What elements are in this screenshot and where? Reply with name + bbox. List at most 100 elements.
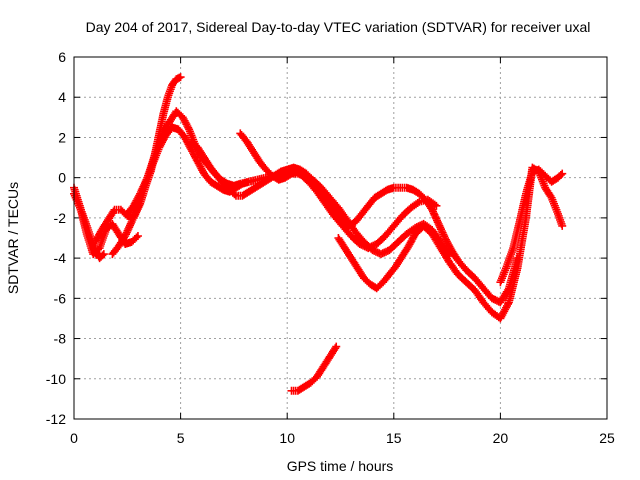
data-point <box>556 212 560 216</box>
data-point <box>234 194 238 197</box>
y-tick-label: -2 <box>54 210 67 226</box>
y-tick-label: 6 <box>58 49 66 65</box>
data-point <box>136 234 140 238</box>
data-point <box>94 240 97 244</box>
data-point <box>264 168 268 171</box>
data-point <box>379 252 383 256</box>
data-point <box>360 212 364 216</box>
data-point <box>81 212 84 216</box>
data-point <box>384 234 387 238</box>
x-tick-label: 25 <box>599 430 615 446</box>
data-point <box>181 116 184 119</box>
data-point <box>430 208 434 212</box>
data-point <box>100 228 103 232</box>
data-point <box>430 232 434 236</box>
data-point <box>358 242 361 246</box>
data-point <box>490 311 494 314</box>
data-point <box>418 192 421 195</box>
data-point <box>516 266 519 270</box>
data-point <box>222 182 225 185</box>
data-point <box>347 224 351 228</box>
series-arc8 <box>334 163 567 323</box>
series-arc9 <box>496 165 567 287</box>
y-tick-label: 4 <box>58 89 66 105</box>
data-point <box>254 186 257 189</box>
data-point <box>505 264 508 268</box>
data-point <box>394 264 398 268</box>
data-point <box>158 146 161 149</box>
data-point <box>375 287 378 290</box>
data-point <box>277 178 280 181</box>
data-point <box>401 214 404 218</box>
data-point <box>168 120 172 123</box>
data-point <box>335 212 338 216</box>
data-point <box>322 365 325 368</box>
data-point <box>202 156 206 159</box>
data-point <box>260 182 263 185</box>
data-point <box>482 301 485 304</box>
data-point <box>309 381 312 384</box>
data-point <box>85 224 88 228</box>
data-point <box>448 260 451 264</box>
data-point <box>373 196 376 199</box>
x-tick-label: 0 <box>70 430 78 446</box>
data-point <box>362 277 366 280</box>
data-point <box>322 194 325 197</box>
data-point <box>187 128 191 131</box>
data-point <box>450 248 453 252</box>
data-point <box>337 206 340 210</box>
data-point <box>234 186 238 189</box>
data-point <box>315 375 319 378</box>
data-point <box>251 150 255 153</box>
data-point <box>518 220 521 224</box>
y-axis-label: SDTVAR / TECUs <box>5 182 21 294</box>
y-tick-label: 0 <box>58 170 66 186</box>
data-point <box>209 180 212 183</box>
data-point <box>499 301 502 304</box>
data-point <box>290 172 293 175</box>
y-tick-label: -10 <box>46 371 66 387</box>
data-point <box>396 240 400 244</box>
data-point <box>170 83 174 87</box>
data-point <box>439 246 442 250</box>
data-point <box>245 140 248 143</box>
data-point <box>531 170 534 173</box>
data-point <box>94 248 97 252</box>
data-point <box>119 208 123 212</box>
data-point <box>279 170 283 173</box>
data-point <box>117 232 120 236</box>
data-point <box>379 192 383 195</box>
data-point <box>443 236 447 240</box>
data-point <box>117 244 120 248</box>
data-point <box>354 220 357 224</box>
data-point <box>175 110 178 113</box>
data-point <box>177 128 180 131</box>
data-point <box>303 385 306 389</box>
data-point <box>102 252 106 256</box>
data-point <box>556 176 560 179</box>
data-point <box>196 146 199 149</box>
data-point <box>209 166 212 169</box>
data-point <box>98 256 101 260</box>
data-point <box>405 232 408 236</box>
x-tick-label: 5 <box>177 430 185 446</box>
data-point <box>286 168 289 171</box>
y-tick-label: 2 <box>58 129 66 145</box>
x-tick-label: 15 <box>386 430 402 446</box>
data-point <box>381 281 385 284</box>
y-tick-label: -8 <box>54 331 67 347</box>
data-point <box>388 273 391 276</box>
x-tick-label: 10 <box>279 430 295 446</box>
data-point <box>132 204 135 208</box>
data-point <box>222 188 225 191</box>
data-point <box>151 162 155 165</box>
y-tick-label: -12 <box>46 411 66 427</box>
data-point <box>296 170 300 173</box>
plot-frame <box>73 56 608 420</box>
data-point <box>239 132 242 135</box>
data-point <box>499 317 502 320</box>
data-point <box>386 188 389 191</box>
data-point <box>354 230 357 234</box>
data-point <box>367 204 370 208</box>
data-point <box>422 224 425 228</box>
